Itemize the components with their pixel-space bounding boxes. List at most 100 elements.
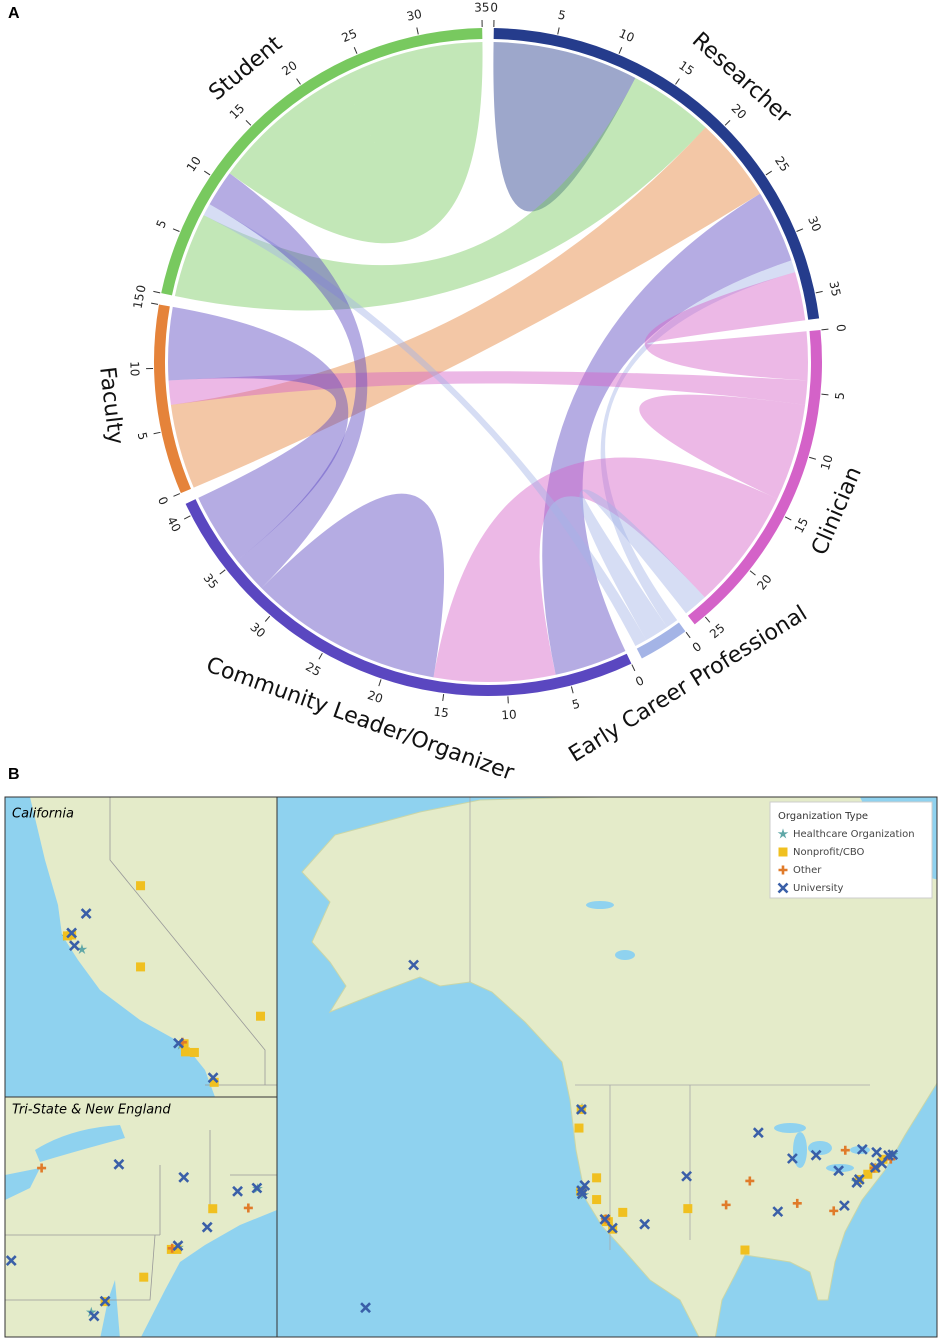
- tick-label: 5: [557, 8, 567, 23]
- marker: [136, 962, 145, 971]
- tick-label: 20: [366, 688, 385, 706]
- tick-label: 25: [303, 659, 323, 679]
- tick-mark: [725, 120, 730, 125]
- group-label: Clinician: [807, 463, 867, 559]
- tick-mark: [151, 303, 158, 304]
- tick-mark: [785, 517, 791, 520]
- marker: [592, 1173, 601, 1182]
- inset-map: [5, 1097, 277, 1339]
- marker: [190, 1048, 199, 1057]
- tick-label: 10: [818, 453, 836, 472]
- legend-label: Healthcare Organization: [793, 829, 915, 840]
- marker: [208, 1204, 217, 1213]
- tick-mark: [354, 47, 357, 53]
- tick-mark: [632, 665, 635, 671]
- tick-label: 15: [131, 292, 147, 309]
- marker: [136, 881, 145, 890]
- lake: [586, 901, 614, 909]
- legend-title: Organization Type: [778, 811, 868, 822]
- tick-label: 40: [164, 514, 183, 534]
- tick-label: 5: [154, 218, 170, 230]
- legend-label: Nonprofit/CBO: [793, 847, 865, 858]
- ribbons: [168, 42, 808, 682]
- lake: [615, 950, 635, 960]
- marker: [574, 1124, 583, 1133]
- inset-title: Tri-State & New England: [12, 1103, 171, 1118]
- panel-label: B: [8, 766, 20, 783]
- tick-label: 5: [135, 431, 150, 441]
- tick-label: 20: [754, 572, 774, 593]
- tick-label: 25: [340, 26, 360, 45]
- tick-mark: [816, 291, 823, 292]
- tick-mark: [297, 79, 301, 85]
- tick-mark: [220, 570, 225, 574]
- tick-label: 5: [833, 391, 848, 400]
- tick-mark: [705, 617, 710, 622]
- legend-label: Other: [793, 865, 822, 876]
- tick-label: 0: [834, 324, 849, 333]
- group-label: Student: [204, 31, 287, 106]
- tick-label: 0: [490, 0, 498, 14]
- tick-mark: [265, 616, 270, 621]
- tick-label: 15: [433, 704, 450, 720]
- tick-label: 20: [279, 58, 299, 78]
- tick-mark: [558, 27, 559, 34]
- panel-label: A: [8, 5, 20, 22]
- tick-mark: [173, 229, 179, 232]
- tick-mark: [571, 686, 573, 693]
- tick-label: 0: [690, 639, 704, 655]
- group-label: Faculty: [94, 366, 128, 446]
- tick-label: 15: [227, 101, 248, 122]
- tick-mark: [153, 291, 160, 292]
- tick-mark: [821, 394, 828, 395]
- tick-label: 10: [184, 154, 204, 174]
- tick-mark: [319, 653, 322, 659]
- tick-label: 30: [805, 214, 824, 234]
- inset-map: [5, 797, 277, 1097]
- tick-mark: [797, 229, 803, 232]
- tick-mark: [676, 79, 680, 85]
- tick-label: 15: [792, 515, 811, 535]
- marker: [181, 1047, 190, 1056]
- tick-label: 0: [133, 284, 148, 294]
- marker: [683, 1204, 692, 1213]
- tick-mark: [821, 329, 828, 330]
- tick-label: 30: [247, 620, 268, 641]
- marker: [779, 848, 788, 857]
- tick-mark: [443, 694, 444, 701]
- tick-label: 0: [633, 673, 646, 689]
- tick-label: 5: [571, 697, 582, 712]
- tick-label: 10: [127, 361, 141, 377]
- tick-label: 10: [501, 707, 517, 722]
- marker: [256, 1012, 265, 1021]
- tick-mark: [184, 516, 190, 519]
- tick-mark: [619, 47, 622, 53]
- tick-label: 35: [201, 571, 221, 592]
- tick-label: 25: [772, 154, 792, 174]
- tick-mark: [417, 27, 418, 34]
- marker: [618, 1208, 627, 1217]
- tick-mark: [809, 457, 816, 459]
- tick-label: 35: [474, 0, 490, 14]
- tick-label: 15: [676, 58, 696, 78]
- inset-title: California: [12, 807, 74, 822]
- tick-mark: [246, 120, 251, 125]
- tick-mark: [750, 571, 755, 575]
- tick-label: 10: [617, 26, 637, 45]
- tick-label: 0: [155, 495, 171, 508]
- tick-label: 35: [826, 280, 843, 298]
- tick-mark: [766, 171, 772, 175]
- tick-label: 20: [729, 101, 750, 122]
- tick-label: 25: [707, 621, 728, 642]
- marker: [592, 1195, 601, 1204]
- marker: [740, 1246, 749, 1255]
- tick-label: 30: [405, 7, 423, 24]
- tick-mark: [686, 632, 690, 638]
- legend-label: University: [793, 883, 844, 894]
- tick-mark: [154, 432, 161, 433]
- tick-mark: [173, 494, 179, 497]
- lake: [774, 1123, 806, 1133]
- tick-mark: [379, 679, 381, 686]
